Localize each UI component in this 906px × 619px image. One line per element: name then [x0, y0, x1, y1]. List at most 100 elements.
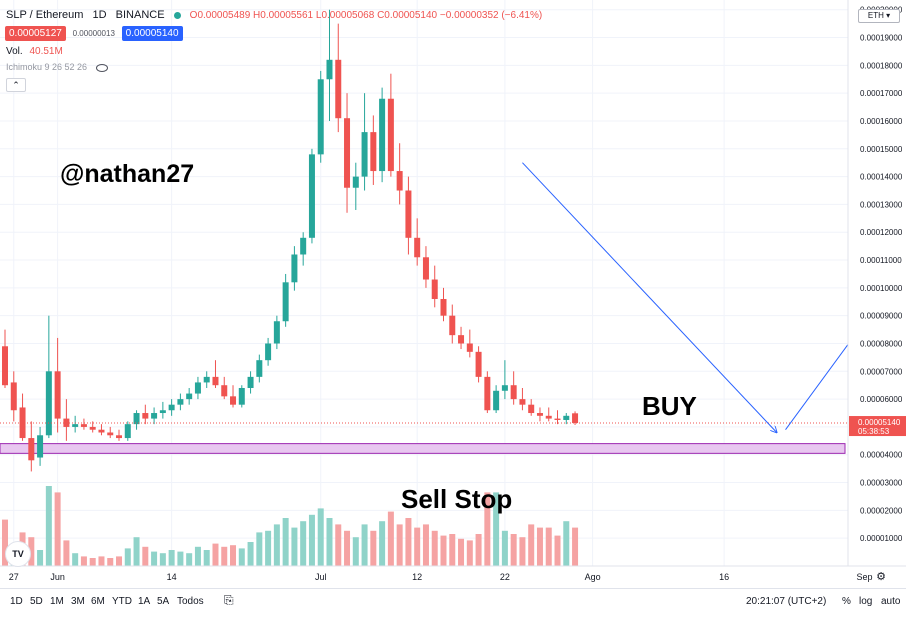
- candle-body: [291, 254, 298, 283]
- indicator-legend[interactable]: Ichimoku 9 26 52 26: [6, 62, 108, 72]
- range-1d[interactable]: 1D: [10, 596, 23, 607]
- range-6m[interactable]: 6M: [91, 596, 105, 607]
- volume-bar: [80, 556, 87, 566]
- volume-bar: [536, 527, 543, 566]
- hidden-eye-icon[interactable]: [95, 63, 108, 72]
- price-axis-bg: [848, 0, 906, 588]
- price-tick-label: 0.00007000: [860, 367, 903, 376]
- volume-bar: [273, 524, 280, 566]
- candle-body: [536, 413, 543, 416]
- sell-button[interactable]: 0.00005127: [5, 26, 66, 41]
- sell-stop-annotation: Sell Stop: [401, 484, 513, 514]
- candle-body: [107, 432, 114, 436]
- price-tick-label: 0.00018000: [860, 61, 903, 70]
- candle-body: [159, 410, 166, 414]
- sell-stop-zone[interactable]: [0, 443, 846, 454]
- sell-stop-zone-rect: [0, 443, 846, 454]
- candle-body: [466, 343, 473, 352]
- candle-body: [405, 190, 412, 238]
- bottom-toolbar: 1D 5D 1M 3M 6M YTD 1A 5A Todos ⎘ 20:21:0…: [0, 588, 906, 619]
- candle-body: [142, 413, 149, 419]
- candle-body: [133, 413, 140, 425]
- candle-body: [230, 396, 237, 405]
- chevron-down-icon: ▾: [886, 11, 891, 20]
- price-tick-label: 0.00016000: [860, 117, 903, 126]
- candle-body: [317, 79, 324, 155]
- symbol-name[interactable]: SLP / Ethereum: [6, 9, 84, 21]
- candle-body: [414, 237, 421, 258]
- time-tick-label: 14: [167, 572, 177, 582]
- volume-bar: [396, 524, 403, 566]
- range-3m[interactable]: 3M: [71, 596, 85, 607]
- price-axis[interactable]: 0.000200000.000190000.000180000.00017000…: [847, 0, 906, 588]
- candle-body: [344, 118, 351, 188]
- clock-time[interactable]: 20:21:07 (UTC+2): [746, 596, 827, 607]
- candle-body: [554, 418, 561, 420]
- volume-bar: [107, 558, 114, 566]
- volume-bar: [370, 530, 377, 566]
- time-tick-label: 16: [719, 572, 729, 582]
- candle-body: [151, 413, 158, 419]
- range-5d[interactable]: 5D: [30, 596, 43, 607]
- volume-label: Vol.: [6, 46, 23, 57]
- range-5a[interactable]: 5A: [157, 596, 170, 607]
- range-todos[interactable]: Todos: [177, 596, 204, 607]
- volume-bar: [326, 518, 333, 566]
- volume-bar: [422, 524, 429, 566]
- volume-bar: [440, 535, 447, 566]
- range-1m[interactable]: 1M: [50, 596, 64, 607]
- collapse-legend-button[interactable]: ⌃: [6, 78, 26, 92]
- tradingview-logo[interactable]: TV: [5, 541, 31, 567]
- interval-label[interactable]: 1D: [92, 9, 107, 21]
- candle-body: [422, 257, 429, 280]
- time-axis[interactable]: 27Jun14Jul1222Ago16Sep13Oct11⚙: [0, 565, 906, 588]
- volume-bar: [449, 534, 456, 566]
- market-status-dot-icon: [173, 11, 181, 19]
- volume-bar: [554, 535, 561, 566]
- volume-bar: [265, 530, 272, 566]
- candle-countdown-label: 05:38:53: [858, 427, 890, 436]
- volume-bar: [124, 548, 131, 566]
- candle-body: [449, 315, 456, 336]
- candle-body: [308, 154, 315, 238]
- volume-bar: [308, 514, 315, 566]
- buy-button[interactable]: 0.00005140: [121, 26, 183, 41]
- candle-body: [45, 371, 52, 436]
- currency-selector[interactable]: ETH ▾: [858, 9, 900, 23]
- current-price-label: 0.00005140: [858, 418, 901, 427]
- volume-bar: [116, 556, 123, 566]
- price-tick-label: 0.00002000: [860, 506, 903, 515]
- candle-body: [177, 399, 184, 405]
- volume-bar: [317, 508, 324, 566]
- candle-body: [475, 351, 482, 377]
- grid-lines: [0, 0, 865, 566]
- volume-bar: [528, 524, 535, 566]
- volume-bar: [28, 537, 35, 566]
- volume-bar: [510, 534, 517, 566]
- candle-body: [124, 424, 131, 439]
- volume-bar: [2, 519, 8, 566]
- range-1a[interactable]: 1A: [138, 596, 151, 607]
- volume-bar: [458, 538, 465, 566]
- candle-body: [212, 376, 219, 386]
- volume-bar: [133, 537, 140, 566]
- auto-toggle[interactable]: auto: [881, 596, 901, 607]
- chart-header: SLP / Ethereum 1D BINANCE O0.00005489 H0…: [6, 9, 542, 21]
- volume-bar: [159, 553, 166, 566]
- price-tick-label: 0.00012000: [860, 228, 903, 237]
- downtrend-arrow: [522, 162, 776, 433]
- candle-body: [431, 279, 438, 299]
- range-ytd[interactable]: YTD: [112, 596, 132, 607]
- candle-body: [352, 176, 359, 188]
- volume-bar: [212, 543, 219, 566]
- price-tick-label: 0.00011000: [860, 256, 902, 265]
- price-tick-label: 0.00009000: [860, 312, 903, 321]
- volume-bar: [466, 540, 473, 566]
- date-range-icon[interactable]: ⎘: [224, 593, 234, 607]
- time-tick-label: 12: [412, 572, 422, 582]
- settings-gear-icon[interactable]: ⚙: [876, 570, 886, 583]
- percent-toggle[interactable]: %: [842, 596, 851, 607]
- log-toggle[interactable]: log: [859, 596, 873, 607]
- candle-body: [28, 438, 35, 461]
